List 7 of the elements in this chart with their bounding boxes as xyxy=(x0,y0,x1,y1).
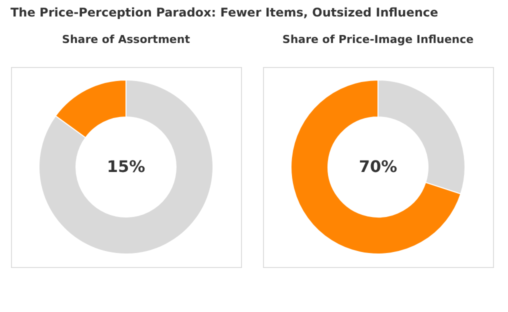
text: 15% xyxy=(106,157,146,176)
chart-title: The Price-Perception Paradox: Fewer Items, Outsized Influence xyxy=(10,6,438,20)
donut-slice xyxy=(38,80,214,254)
text: 70% xyxy=(358,157,398,176)
chart-subtitle: Share of Assortment xyxy=(62,33,190,46)
chart-title: Share of Price-Image Influence xyxy=(282,33,474,46)
donut-slice xyxy=(290,80,462,254)
